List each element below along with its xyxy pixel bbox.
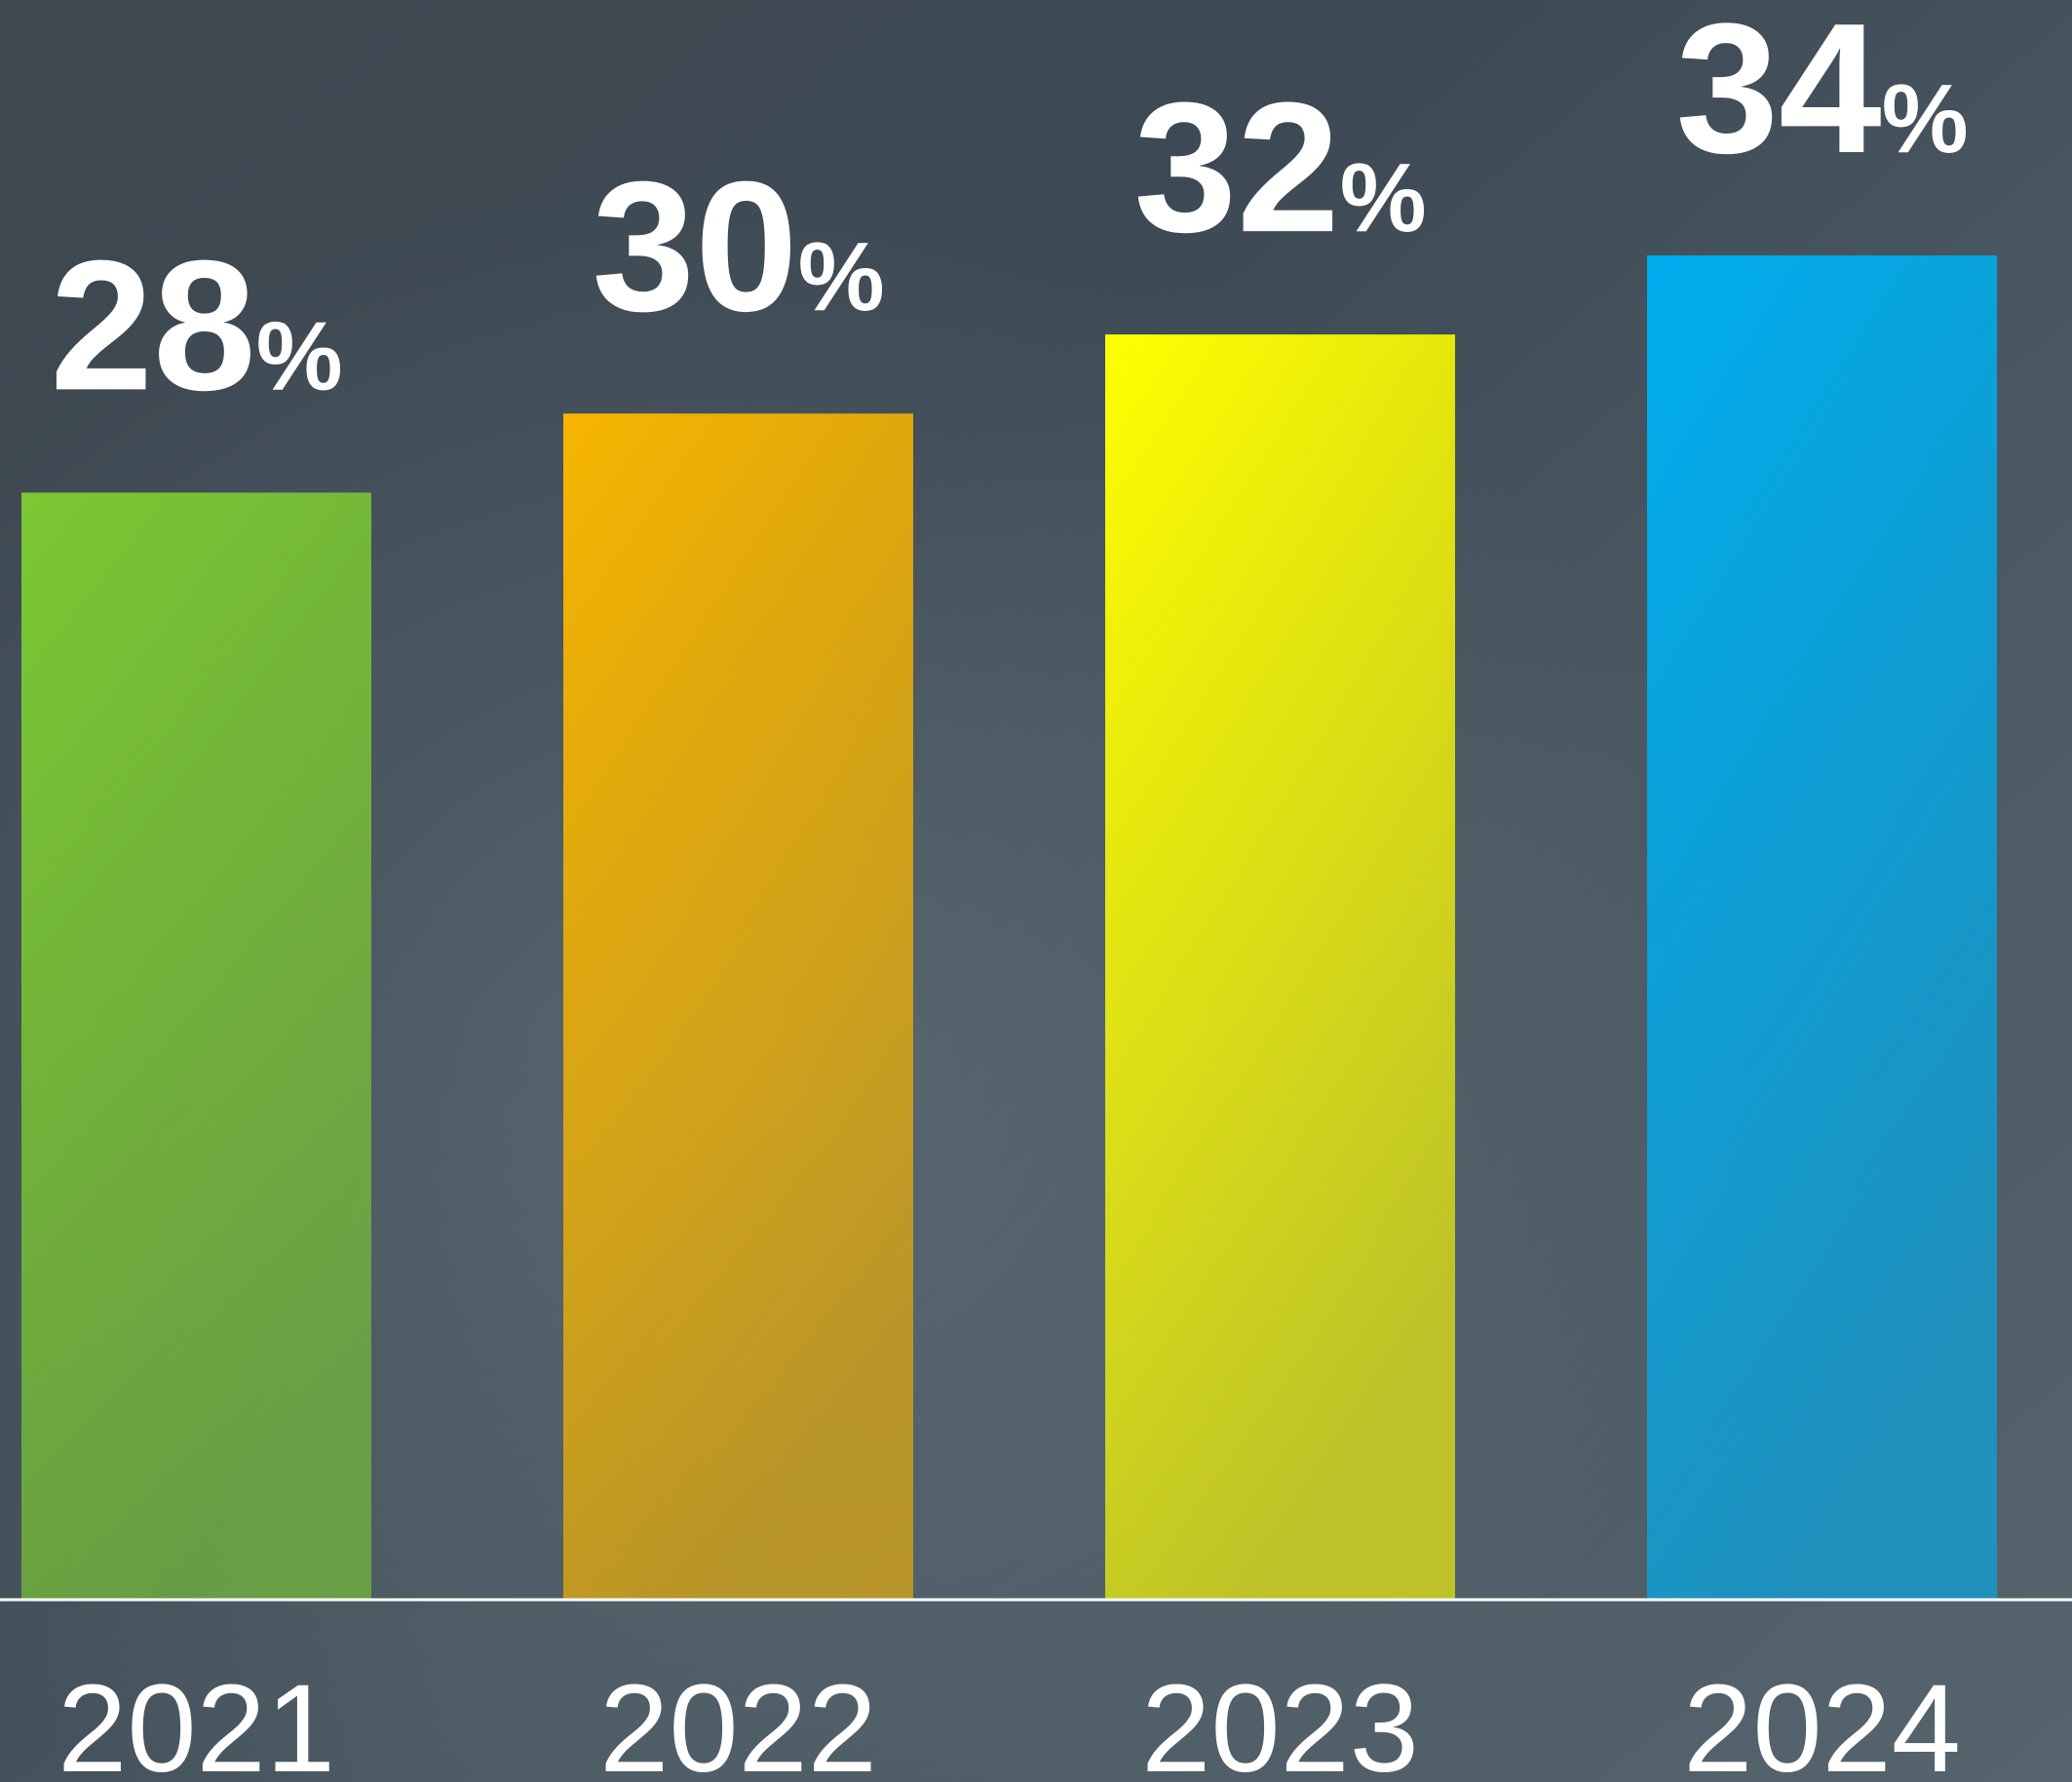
bar: [563, 413, 913, 1600]
bar: [1647, 255, 1997, 1600]
value-label: 28%: [50, 222, 342, 429]
value-label-unit: %: [1340, 143, 1427, 252]
value-label-unit: %: [1882, 64, 1969, 174]
value-label: 32%: [1133, 64, 1426, 271]
value-label: 30%: [592, 143, 884, 350]
value-label: 34%: [1675, 0, 1968, 192]
x-tick-label: 2024: [1683, 1659, 1961, 1782]
bar: [21, 492, 371, 1601]
value-label-number: 34: [1675, 0, 1881, 192]
value-label-unit: %: [256, 301, 343, 410]
x-tick-label: 2023: [1141, 1659, 1419, 1782]
value-label-number: 32: [1133, 64, 1339, 271]
value-label-unit: %: [798, 222, 885, 331]
bar: [1105, 334, 1455, 1600]
value-label-number: 28: [50, 222, 255, 429]
x-tick-label: 2021: [58, 1659, 335, 1782]
x-tick-label: 2022: [599, 1659, 877, 1782]
value-label-number: 30: [592, 143, 797, 350]
